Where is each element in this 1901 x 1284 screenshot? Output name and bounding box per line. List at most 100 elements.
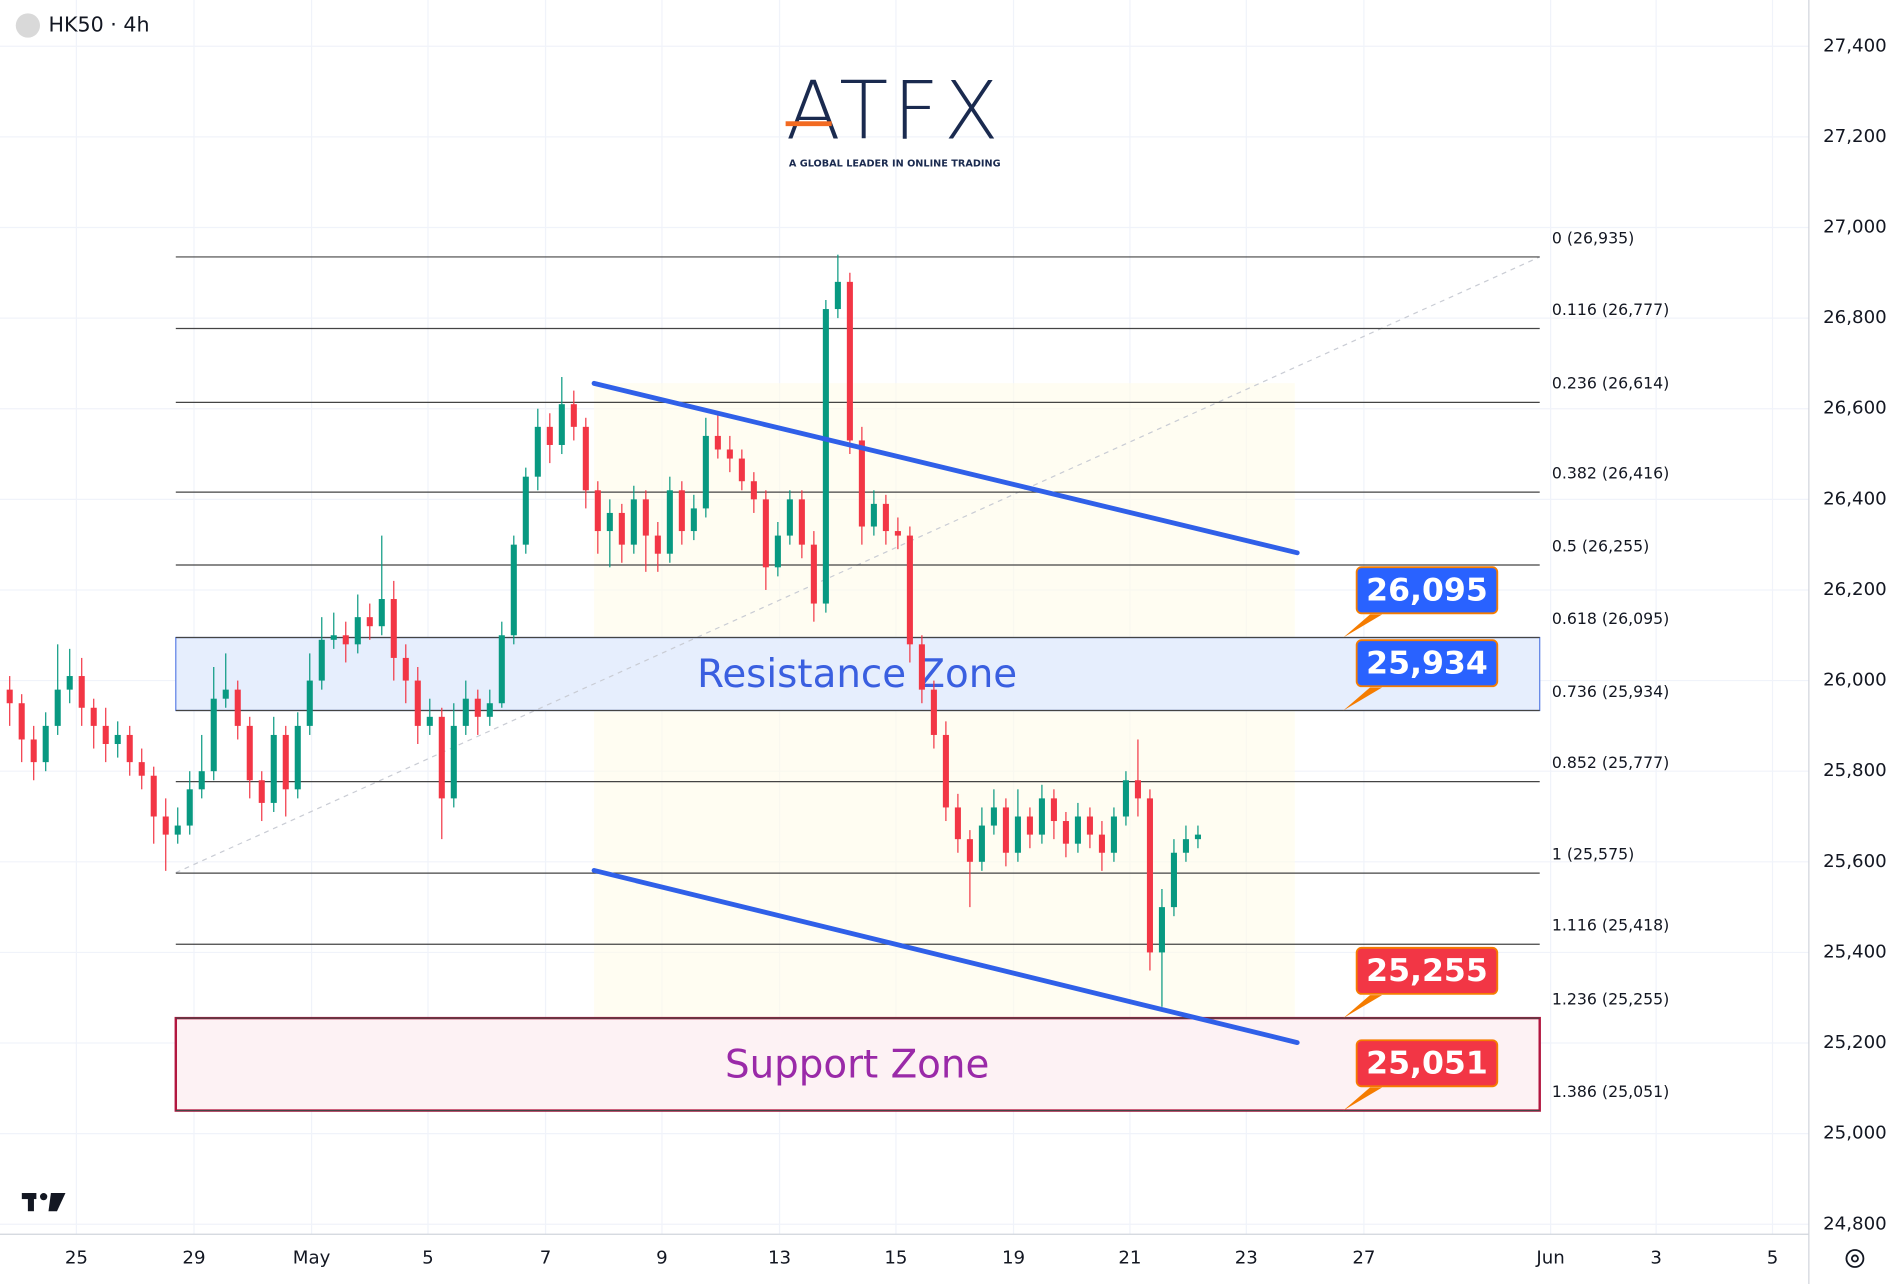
candle-body — [822, 309, 829, 604]
candle-body — [1086, 816, 1093, 835]
candle-body — [546, 426, 553, 445]
candle-body — [102, 725, 109, 745]
candle-body — [438, 716, 445, 799]
callout-pointer — [1343, 614, 1383, 638]
candle-body — [270, 734, 277, 803]
candle-body — [150, 775, 157, 817]
y-tick-label: 27,000 — [1823, 216, 1887, 237]
fib-label: 0.852 (25,777) — [1552, 753, 1669, 772]
candle-body — [1038, 798, 1045, 835]
candle-body — [846, 281, 853, 441]
candle-body — [834, 281, 841, 310]
symbol-icon — [15, 13, 41, 38]
candle-body — [246, 725, 253, 781]
candle-body — [366, 617, 373, 627]
logo-accent — [785, 121, 832, 127]
candle-body — [1110, 816, 1117, 853]
candle-body — [162, 816, 169, 835]
candle-body — [570, 404, 577, 427]
candle-body — [642, 499, 649, 536]
candle-body — [462, 698, 469, 726]
fib-label: 0.5 (26,255) — [1552, 536, 1649, 555]
x-tick-label: 13 — [768, 1247, 791, 1268]
candle-body — [378, 599, 385, 627]
candle-body — [174, 825, 181, 835]
callout-box — [1355, 566, 1499, 615]
candle-body — [474, 698, 481, 717]
fib-label: 1.236 (25,255) — [1552, 989, 1669, 1008]
tv-logo — [21, 1193, 66, 1212]
x-tick-label: 5 — [422, 1247, 434, 1268]
candle-body — [870, 503, 877, 527]
candle-body — [978, 825, 985, 862]
logo-tagline: A GLOBAL LEADER IN ONLINE TRADING — [789, 159, 1001, 170]
x-tick-label: Jun — [1535, 1247, 1564, 1268]
x-tick-label: 21 — [1118, 1247, 1141, 1268]
candle-body — [582, 426, 589, 491]
candle-body — [1098, 834, 1105, 853]
candle-body — [534, 426, 541, 477]
candle-body — [810, 544, 817, 604]
candle-body — [294, 725, 301, 790]
candle-body — [1002, 807, 1009, 853]
candle-body — [78, 676, 85, 708]
channel-upper — [591, 380, 1300, 556]
zone-label: Resistance Zone — [697, 652, 1017, 697]
candle-body — [738, 458, 745, 482]
candle-body — [798, 499, 805, 545]
candle-body — [762, 499, 769, 568]
candle-body — [714, 435, 721, 450]
y-tick-label: 25,400 — [1823, 941, 1887, 962]
candle-body — [414, 680, 421, 726]
fib-label: 0.236 (26,614) — [1552, 374, 1669, 393]
x-tick-label: 5 — [1767, 1247, 1779, 1268]
y-tick-label: 27,400 — [1823, 35, 1887, 56]
candle-body — [1074, 816, 1081, 844]
candle-body — [786, 499, 793, 536]
candle-body — [1062, 821, 1069, 844]
candle-body — [906, 535, 913, 645]
candle-body — [510, 544, 517, 636]
candle-body — [1182, 839, 1189, 853]
candle-body — [318, 639, 325, 681]
candle-body — [498, 635, 505, 704]
candle-body — [666, 490, 673, 554]
y-tick-label: 27,200 — [1823, 126, 1887, 147]
candle-body — [894, 531, 901, 536]
x-tick-label: 25 — [65, 1247, 88, 1268]
candle-body — [606, 512, 613, 532]
x-tick-label: 7 — [540, 1247, 552, 1268]
candle-body — [210, 698, 217, 772]
y-tick-label: 26,400 — [1823, 488, 1887, 509]
candle-body — [630, 499, 637, 545]
candle-body — [1050, 798, 1057, 822]
candle-body — [42, 725, 49, 763]
settings-icon[interactable] — [1845, 1249, 1865, 1268]
candle-body — [258, 780, 265, 803]
pattern-shade — [594, 383, 1295, 1043]
candle-body — [1146, 798, 1153, 953]
y-tick-label: 25,000 — [1823, 1123, 1887, 1144]
symbol-label[interactable]: HK50 · 4h — [48, 13, 149, 37]
x-tick-label: 27 — [1352, 1247, 1375, 1268]
candle-body — [114, 734, 121, 745]
candle-body — [882, 503, 889, 532]
y-tick-label: 26,800 — [1823, 307, 1887, 328]
callout-pointer — [1343, 687, 1383, 711]
candle-body — [186, 789, 193, 826]
candle-body — [1158, 907, 1165, 953]
fib-label: 0.382 (26,416) — [1552, 463, 1669, 482]
candle-body — [354, 617, 361, 645]
y-tick-label: 25,600 — [1823, 851, 1887, 872]
candle-body — [282, 734, 289, 790]
callout-label: 25,255 — [1366, 953, 1488, 989]
candle-body — [234, 689, 241, 726]
callout-pointer — [1343, 995, 1383, 1019]
candle-body — [558, 404, 565, 445]
candle-body — [678, 490, 685, 532]
plot: Resistance Zone Support Zone 0 (26,935) 0.1… — [6, 228, 1669, 1112]
candle-body — [426, 716, 433, 726]
zone-label: Support Zone — [725, 1042, 989, 1087]
candle-body — [918, 644, 925, 690]
candle-body — [30, 739, 37, 763]
